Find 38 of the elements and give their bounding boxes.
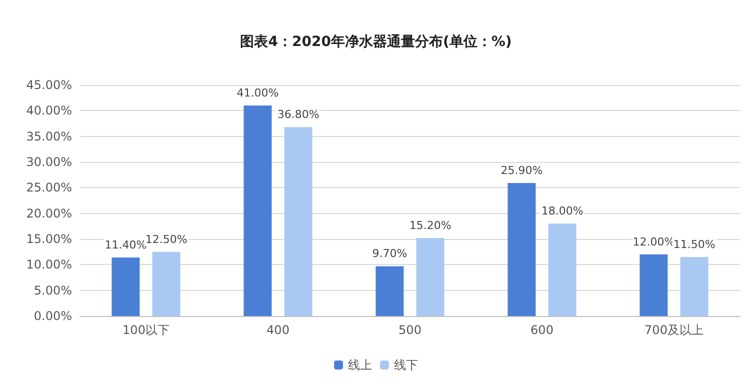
x-tick-label: 700及以上 [644,323,704,337]
data-label: 15.20% [409,218,452,232]
y-tick-label: 5.00% [34,283,72,298]
bar [548,224,576,316]
legend-label: 线上 [348,358,372,372]
data-label: 41.00% [236,86,279,100]
chart-title: 图表4：2020年净水器通量分布(单位：%) [240,33,512,50]
x-tick-label: 500 [398,323,422,337]
y-tick-label: 40.00% [26,104,72,118]
data-label: 12.00% [632,235,675,248]
bar [416,238,444,316]
data-label: 18.00% [541,204,584,218]
y-tick-label: 15.00% [26,232,72,246]
x-tick-label: 600 [530,323,554,337]
data-label: 12.50% [145,232,188,246]
data-label: 9.70% [372,247,408,260]
bar [376,266,404,316]
y-tick-label: 0.00% [34,309,72,323]
bar [508,183,536,316]
data-label: 25.90% [500,164,543,178]
y-tick-label: 45.00% [26,78,72,92]
y-tick-label: 20.00% [26,206,72,220]
bar [244,106,272,316]
legend-label: 线下 [394,358,418,372]
bar [152,252,180,316]
y-tick-label: 10.00% [26,258,72,272]
y-tick-label: 30.00% [26,155,72,169]
y-tick-label: 25.00% [26,180,72,195]
data-label: 11.40% [104,238,147,252]
bar [284,127,312,316]
data-label: 11.50% [673,238,716,251]
x-tick-label: 400 [266,323,290,337]
x-tick-label: 100以下 [122,323,170,337]
bar [112,257,140,316]
bar [640,254,668,316]
data-label: 36.80% [277,108,320,122]
bar [680,256,708,316]
y-tick-label: 35.00% [26,129,72,144]
